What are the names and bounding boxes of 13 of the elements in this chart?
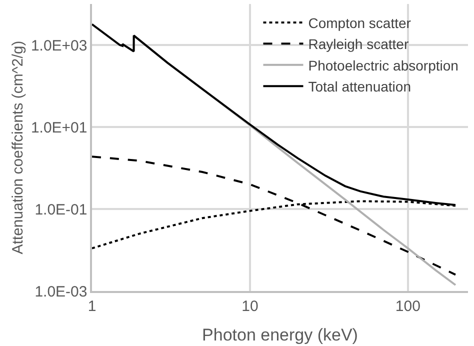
x-tick-label: 100 — [395, 298, 420, 315]
legend-label: Total attenuation — [308, 78, 411, 95]
x-tick-label: 1 — [88, 298, 96, 315]
legend-label: Rayleigh scatter — [308, 36, 409, 52]
x-tick-label: 10 — [242, 298, 258, 315]
x-axis-title: Photon energy (keV) — [202, 326, 358, 345]
y-tick-label: 1.0E+03 — [30, 37, 88, 54]
y-axis-title: Attenuation coeffcients (cm^2/g) — [10, 40, 27, 254]
legend-label: Photoelectric absorption — [308, 57, 458, 74]
y-tick-label: 1.0E-03 — [34, 283, 88, 300]
legend-label: Compton scatter — [308, 14, 412, 31]
y-tick-label: 1.0E+01 — [30, 119, 88, 136]
y-tick-label: 1.0E-01 — [34, 201, 88, 218]
